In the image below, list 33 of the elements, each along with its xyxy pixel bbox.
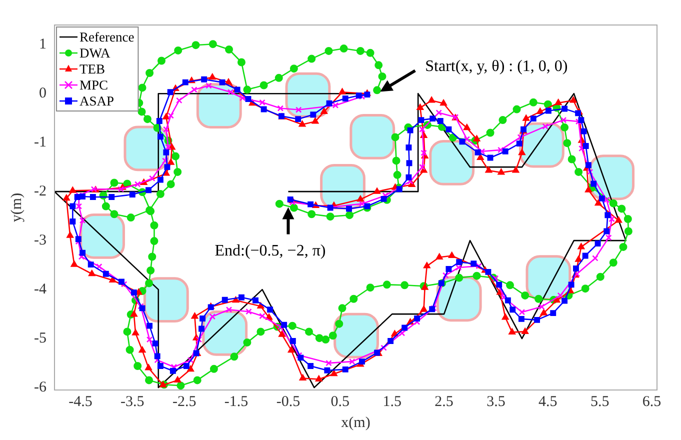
y-tick-label: -2 [34,184,46,200]
x-tick-label: -2.5 [172,394,196,410]
point [80,213,125,259]
legend-label: Reference [79,30,134,45]
y-tick-label: -5 [34,330,46,346]
annotation: End:(−0.5, −2, π) [214,242,326,260]
legend-label: DWA [79,46,110,61]
x-tick-label: 6.5 [642,394,662,410]
y-tick-label: -6 [34,379,47,396]
x-tick-label: 2.5 [434,394,454,410]
legend-label: ASAP [79,94,114,109]
y-tick-label: -4 [34,282,47,298]
annotation: Start(x, y, θ) : (1, 0, 0) [425,58,568,75]
x-tick-label: 1.5 [382,394,402,410]
y-tick-label: 1 [38,36,46,53]
y-axis-title: y(m) [8,192,25,222]
x-tick-label: 4.5 [538,394,558,410]
x-tick-label: -4.5 [68,394,92,410]
legend-label: MPC [79,78,108,93]
x-tick-label: 3.5 [486,394,506,410]
point [429,140,475,186]
y-tick-label: -1 [34,134,46,151]
point [350,114,396,160]
x-tick-label: -0.5 [276,394,300,410]
x-tick-label: -1.5 [224,394,248,410]
x-tick-label: -3.5 [120,394,144,410]
point [143,277,189,323]
x-tick-label: 5.5 [590,394,610,410]
y-tick-label: -3 [34,232,46,249]
x-tick-label: 0.5 [330,394,350,410]
legend-label: TEB [79,62,105,77]
x-axis-title: x(m) [341,414,370,431]
y-tick-label: 0 [38,86,46,102]
